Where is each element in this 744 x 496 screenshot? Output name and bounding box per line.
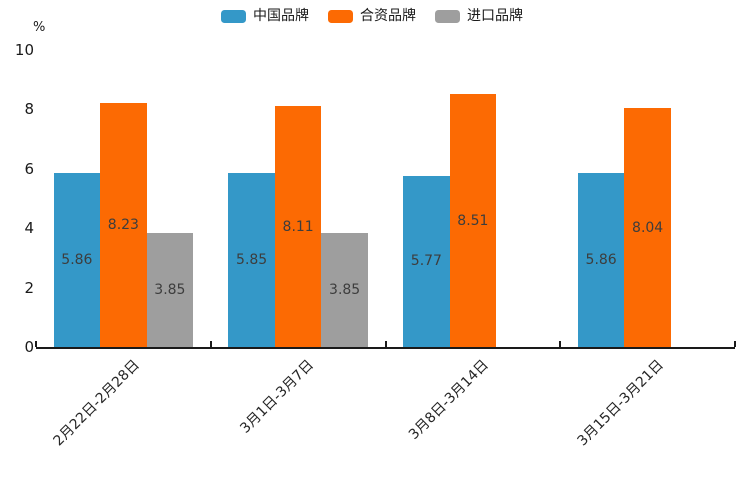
legend-item: 中国品牌 <box>221 8 309 24</box>
bar-value-label: 5.85 <box>236 252 268 269</box>
legend-swatch <box>435 9 460 23</box>
bar <box>228 173 275 347</box>
x-category-label: 3月8日-3月14日 <box>406 357 493 443</box>
bar <box>146 232 194 347</box>
legend-item: 进口品牌 <box>435 8 523 24</box>
y-tick-label: 0 <box>24 338 34 356</box>
x-axis-tick <box>559 341 562 347</box>
legend: 中国品牌 合资品牌 进口品牌 <box>0 8 744 24</box>
legend-label: 进口品牌 <box>467 8 523 24</box>
bar-value-label: 8.04 <box>632 219 664 236</box>
x-axis-line <box>36 347 735 349</box>
bar <box>321 232 368 347</box>
y-tick-label: 8 <box>24 100 34 119</box>
bar <box>449 94 497 347</box>
legend-label: 合资品牌 <box>360 8 416 24</box>
bar-value-label: 8.11 <box>282 218 314 235</box>
legend-swatch <box>221 9 246 23</box>
bar <box>403 175 450 347</box>
x-axis-tick <box>35 341 37 347</box>
x-category-label: 3月15日-3月21日 <box>574 357 667 450</box>
legend-label: 中国品牌 <box>253 8 309 24</box>
legend-swatch <box>328 9 353 23</box>
legend-item: 合资品牌 <box>328 8 416 24</box>
y-tick-label: 6 <box>24 159 34 178</box>
bar-value-label: 5.77 <box>410 253 442 270</box>
y-tick-label: 4 <box>24 219 34 238</box>
bar <box>53 172 101 347</box>
y-axis-unit-label: % <box>33 20 46 35</box>
bar <box>624 108 671 347</box>
x-axis-tick <box>209 341 212 347</box>
x-axis-tick <box>734 341 736 347</box>
x-category-label: 2月22日-2月28日 <box>50 357 143 450</box>
bar-value-label: 8.51 <box>457 212 489 229</box>
bar <box>577 172 625 347</box>
y-tick-label: 2 <box>24 278 34 297</box>
bar <box>274 106 322 347</box>
y-tick-label: 10 <box>14 41 34 59</box>
bar-value-label: 3.85 <box>154 281 186 298</box>
bar-value-label: 8.23 <box>107 216 139 233</box>
x-axis-tick <box>384 341 387 347</box>
bar-value-label: 5.86 <box>585 251 617 268</box>
x-category-label: 3月1日-3月7日 <box>237 357 318 437</box>
bar-value-label: 3.85 <box>329 281 361 298</box>
bar <box>100 102 147 347</box>
bar-value-label: 5.86 <box>61 251 93 268</box>
